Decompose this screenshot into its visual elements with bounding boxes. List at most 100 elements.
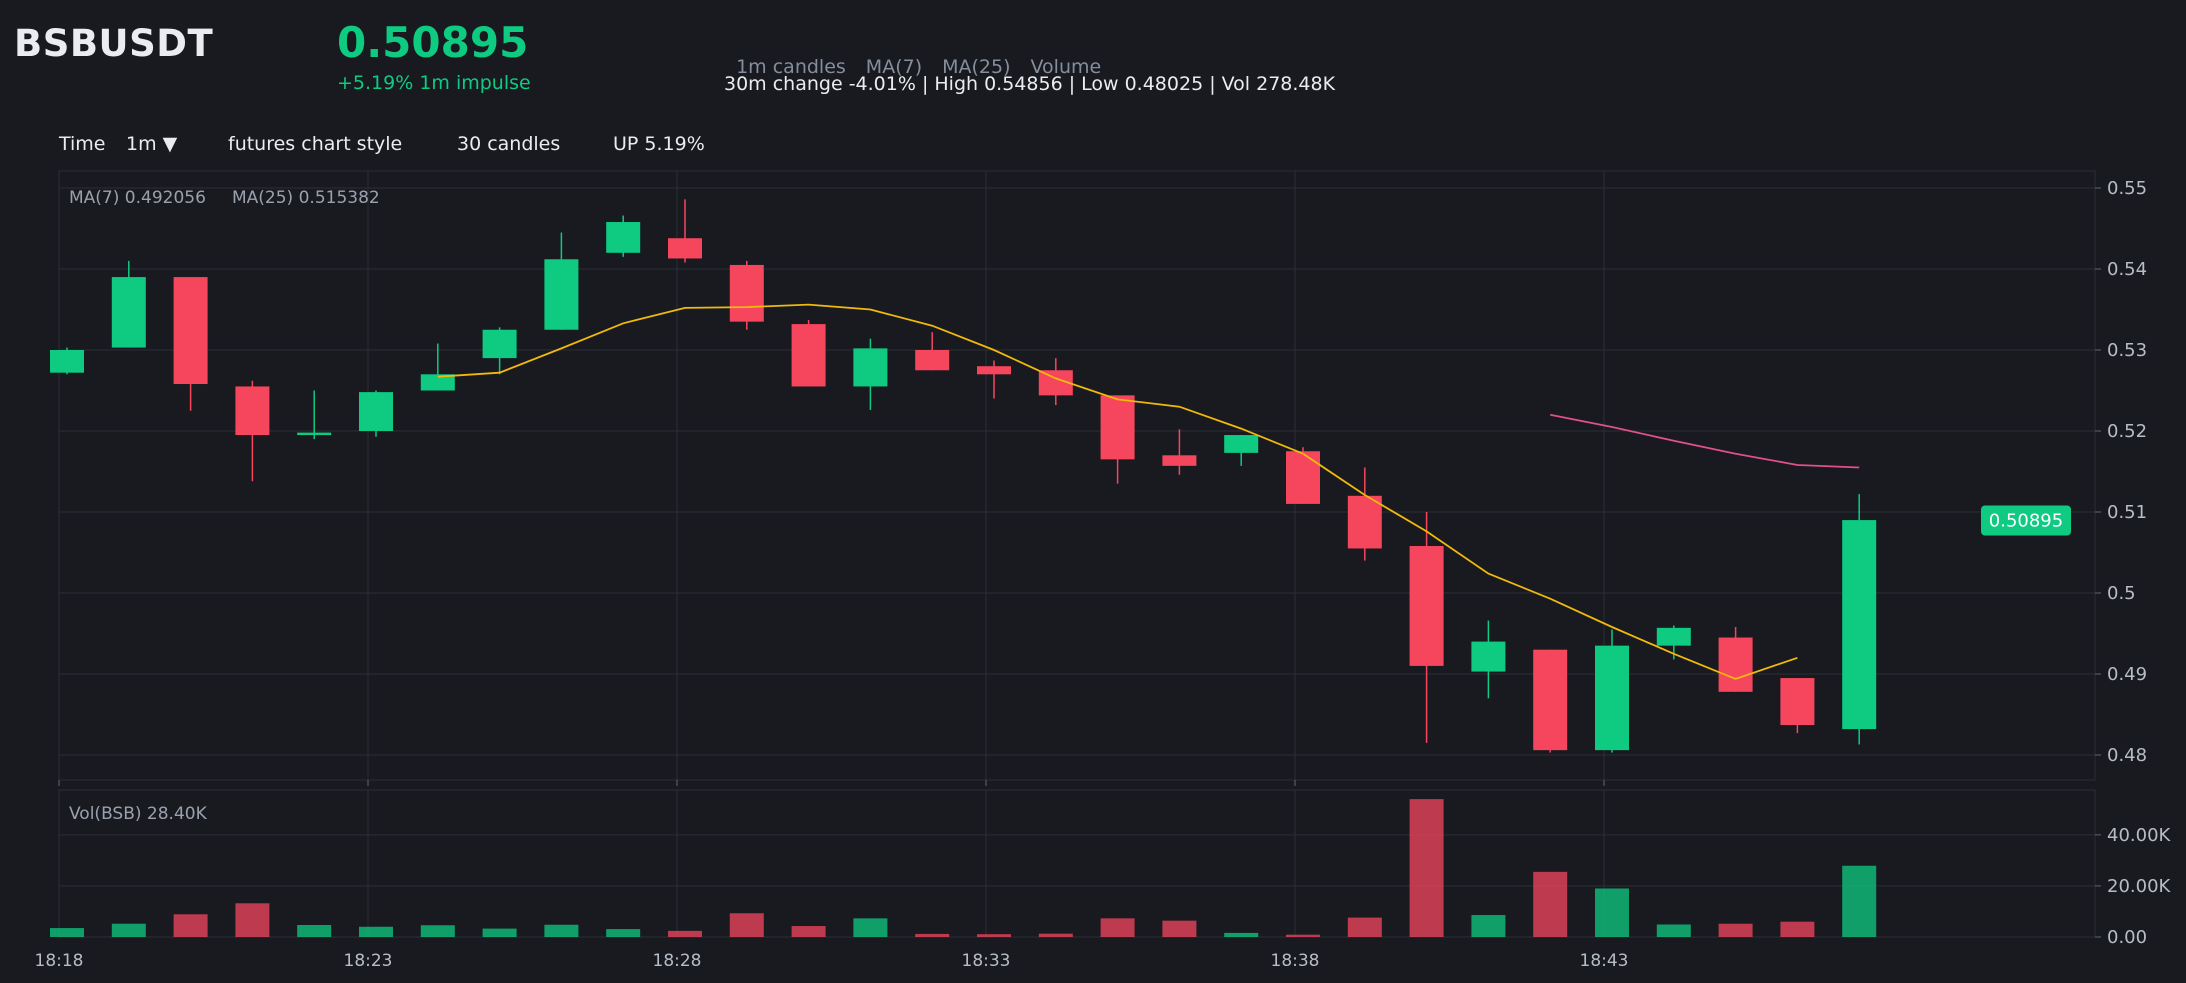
candle: [606, 215, 641, 257]
candle-body: [420, 374, 455, 391]
tag-volume: Volume: [1030, 56, 1102, 78]
candle: [50, 347, 84, 375]
indicator-tags: 1m candles MA(7) MA(25) Volume: [724, 34, 1121, 78]
candle-body: [1286, 451, 1320, 504]
candle-body: [853, 348, 888, 387]
time-tick-label: 18:33: [962, 951, 1011, 971]
price-tick-label: 0.5: [2107, 583, 2136, 604]
last-price: 0.50895: [337, 18, 529, 67]
volume-bar: [1347, 917, 1382, 937]
time-tick-label: 18:23: [344, 951, 393, 971]
candle-body: [606, 222, 641, 253]
candle-body: [111, 277, 146, 348]
last-price-tag-box: [1981, 505, 2071, 536]
volume-bar: [111, 923, 146, 937]
candle: [1780, 678, 1815, 734]
volume-bar: [606, 929, 641, 937]
tag-ma7: MA(7): [865, 56, 923, 78]
candle-body: [1162, 455, 1197, 466]
volume-bar: [1471, 915, 1506, 937]
candle: [1842, 494, 1877, 745]
candle: [1409, 512, 1444, 743]
candle: [1718, 627, 1753, 692]
candle-body: [482, 329, 517, 359]
candle-body: [1100, 395, 1135, 460]
candle: [544, 232, 579, 330]
price-tick-label: 0.52: [2107, 421, 2147, 442]
candle-body: [915, 350, 950, 371]
time-tick-label: 18:38: [1271, 951, 1320, 971]
candle: [1347, 467, 1382, 561]
candle-body: [1595, 645, 1629, 751]
chart-style-label[interactable]: futures chart style: [228, 133, 403, 155]
volume-bar: [915, 933, 950, 937]
volume-bar: [1038, 933, 1073, 937]
volume-legend: Vol(BSB) 28.40K: [69, 804, 208, 824]
candle: [235, 380, 270, 482]
candle: [668, 199, 702, 263]
volume-bar: [1224, 932, 1259, 937]
candle-body: [1347, 495, 1382, 549]
volume-bars: [50, 799, 1877, 937]
ma-legend-ma25: MA(25) 0.515382: [232, 188, 380, 208]
volume-bar: [482, 928, 517, 937]
candle-body: [1409, 546, 1444, 666]
candle-body: [1471, 641, 1506, 672]
price-tick-label: 0.55: [2107, 178, 2147, 199]
volume-bar: [1533, 871, 1568, 937]
volume-bar: [1718, 923, 1753, 937]
volume-bar: [420, 925, 455, 937]
candle-body: [1718, 637, 1753, 692]
candle-body: [1224, 435, 1259, 453]
volume-bar: [853, 918, 888, 937]
ma25-line: [1550, 413, 1860, 469]
candle: [853, 338, 888, 410]
candle-body: [1842, 520, 1877, 730]
candle: [1533, 649, 1568, 753]
time-tick-label: 18:28: [653, 951, 702, 971]
candle: [359, 390, 393, 437]
symbol-title: BSBUSDT: [14, 22, 214, 65]
candle-body: [1533, 649, 1568, 751]
candle-body: [668, 238, 702, 259]
candle: [1162, 429, 1197, 475]
volume-tick-label: 20.00K: [2107, 876, 2172, 897]
candle-body: [977, 366, 1011, 375]
volume-bar: [1162, 920, 1197, 937]
volume-bar: [1656, 924, 1691, 937]
volume-bar: [544, 924, 579, 937]
candle-body: [729, 264, 764, 322]
ma-legend-ma7: MA(7) 0.492056: [69, 188, 206, 208]
time-label: Time: [59, 133, 106, 155]
price-tick-label: 0.54: [2107, 259, 2147, 280]
candle-body: [235, 386, 270, 436]
candle: [482, 327, 517, 375]
volume-bar: [359, 926, 393, 937]
summary-stats: 30m change -4.01% | High 0.54856 | Low 0…: [724, 73, 1336, 95]
candle: [1595, 629, 1629, 753]
volume-bar: [1780, 921, 1815, 937]
volume-bar: [729, 913, 764, 937]
moving-average-lines: [437, 303, 1860, 680]
volume-bar: [668, 930, 702, 937]
volume-bar: [173, 914, 208, 937]
trend-label: UP 5.19%: [613, 133, 705, 155]
price-tick-label: 0.49: [2107, 664, 2147, 685]
price-tick-label: 0.48: [2107, 745, 2147, 766]
candle-body: [1656, 627, 1691, 646]
candle: [173, 277, 208, 411]
candle: [1038, 358, 1073, 406]
volume-tick-label: 40.00K: [2107, 825, 2172, 846]
candles: [50, 199, 1877, 753]
volume-bar: [1595, 888, 1629, 937]
volume-bar: [1100, 918, 1135, 937]
candle: [729, 260, 764, 330]
impulse-change: +5.19% 1m impulse: [337, 72, 531, 94]
volume-tick-label: 0.00: [2107, 927, 2147, 948]
volume-bar: [235, 903, 270, 937]
interval-dropdown[interactable]: 1m ▼: [126, 133, 178, 155]
candle: [1224, 435, 1259, 466]
volume-bar: [1409, 799, 1444, 937]
last-price-tag-text: 0.50895: [1989, 511, 2063, 532]
